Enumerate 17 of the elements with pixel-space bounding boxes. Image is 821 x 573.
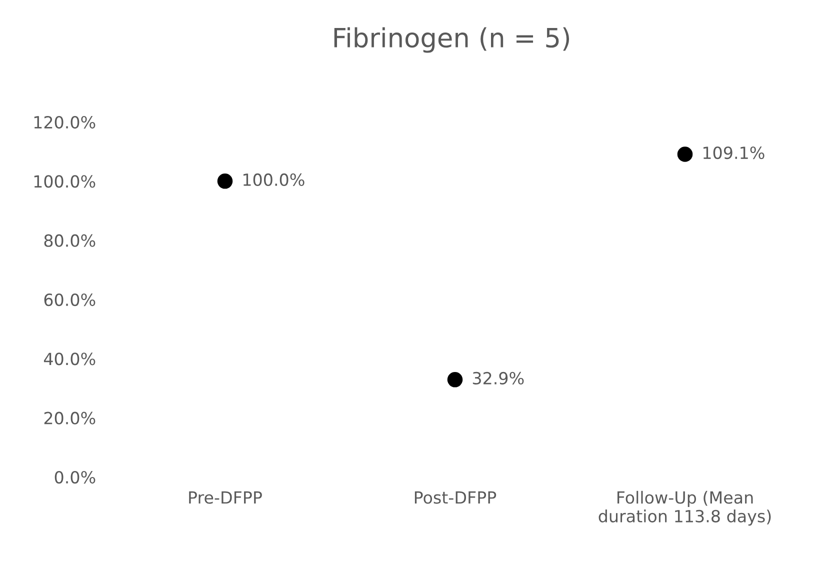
point [217, 174, 233, 189]
point [677, 146, 693, 162]
chart-title: Fibrinogen (n = 5) [334, 27, 570, 53]
data-label: 32.9% [472, 372, 524, 385]
y-tick-label: 40.0% [44, 352, 96, 366]
y-tick-label: 0.0% [54, 470, 96, 484]
y-tick-label: 80.0% [44, 234, 96, 247]
y-tick-label: 120.0% [34, 116, 96, 129]
y-tick-label: 100.0% [34, 175, 96, 188]
data-label: 109.1% [703, 146, 764, 160]
x-tick-label: Follow-Up (Mean duration 113.8 days) [598, 490, 771, 526]
point [447, 372, 463, 388]
y-tick-label: 20.0% [44, 412, 96, 424]
data-label: 100.0% [243, 173, 304, 186]
y-tick-label: 60.0% [44, 293, 96, 306]
x-tick-label: Pre-DFPP [189, 491, 262, 504]
x-tick-label: Post-DFPP [414, 491, 496, 504]
